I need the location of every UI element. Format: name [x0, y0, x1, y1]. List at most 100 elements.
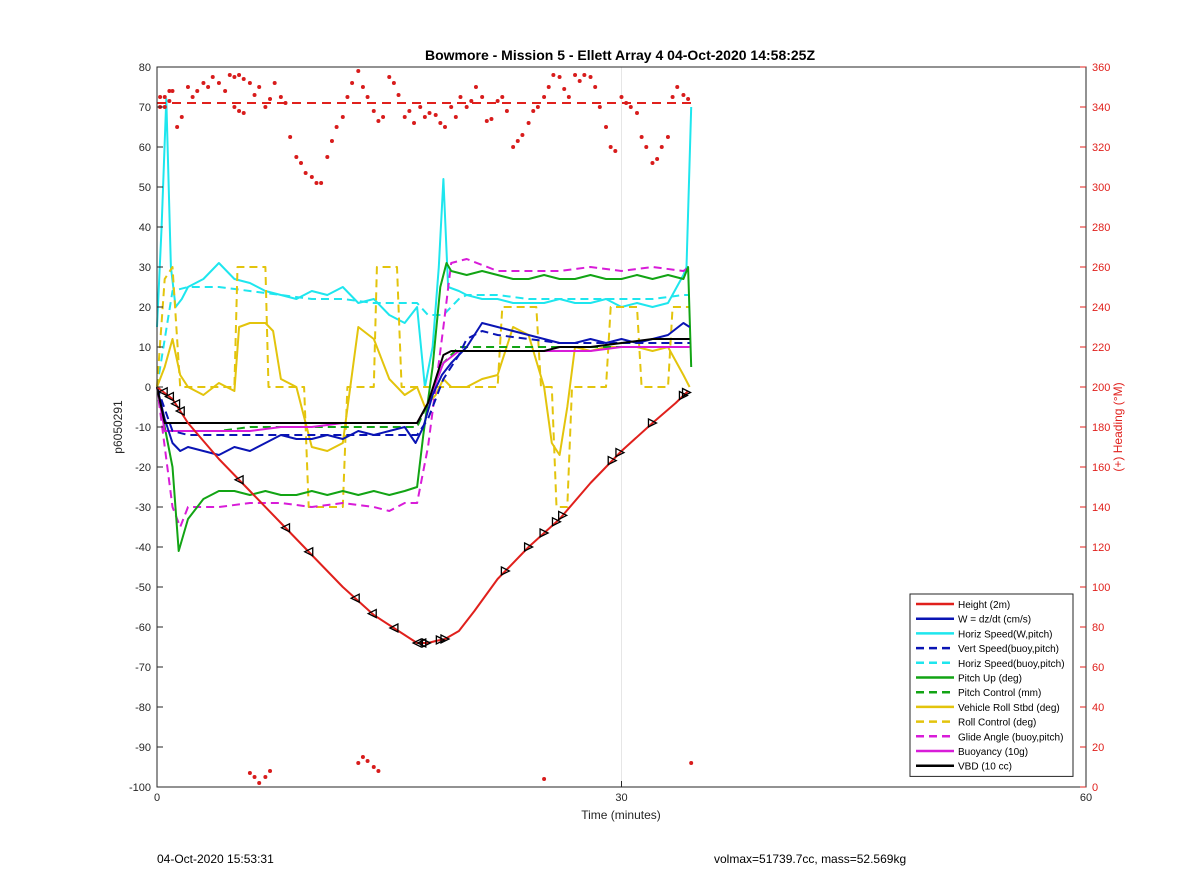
heading-point-79	[562, 87, 567, 91]
heading-point-119	[376, 769, 381, 773]
heading-point-109	[241, 111, 246, 115]
heading-point-92	[628, 105, 633, 109]
yr-tick-label-5: 100	[1092, 582, 1110, 594]
heading-point-7	[190, 95, 195, 99]
legend-label-11: VBD (10 cc)	[958, 762, 1012, 773]
heading-point-48	[402, 115, 407, 119]
heading-point-77	[551, 73, 556, 77]
y-tick-label-4: -60	[135, 622, 151, 634]
heading-point-38	[350, 81, 355, 85]
heading-point-67	[500, 95, 505, 99]
heading-point-110	[247, 771, 252, 775]
heading-point-100	[670, 95, 675, 99]
heading-point-58	[453, 115, 458, 119]
height-marker-5	[280, 522, 291, 533]
height-marker-17	[539, 527, 550, 539]
heading-point-12	[216, 81, 221, 85]
x-tick-label-2: 60	[1080, 792, 1092, 804]
heading-point-93	[634, 111, 639, 115]
heading-point-113	[263, 775, 268, 779]
yr-tick-label-3: 60	[1092, 662, 1104, 674]
heading-point-47	[396, 93, 401, 97]
heading-point-4	[175, 125, 180, 129]
heading-point-61	[469, 99, 474, 103]
heading-point-57	[449, 105, 454, 109]
heading-point-89	[613, 149, 618, 153]
yr-tick-label-8: 160	[1092, 462, 1110, 474]
heading-point-103	[686, 97, 691, 101]
heading-point-40	[360, 85, 365, 89]
y-tick-label-10: 0	[145, 382, 151, 394]
heading-point-96	[650, 161, 655, 165]
heading-point-13	[223, 89, 228, 93]
heading-point-99	[665, 135, 670, 139]
height-marker-3	[174, 405, 185, 417]
height-marker-24	[681, 387, 692, 398]
legend-label-3: Vert Speed(buoy,pitch)	[958, 644, 1059, 655]
y-tick-label-13: 30	[139, 262, 151, 274]
heading-point-82	[577, 79, 582, 83]
heading-point-111	[252, 775, 257, 779]
x-tick-label-1: 30	[615, 792, 627, 804]
heading-point-107	[232, 105, 237, 109]
heading-point-49	[407, 109, 412, 113]
heading-point-115	[356, 761, 361, 765]
heading-point-23	[272, 81, 277, 85]
heading-point-9	[201, 81, 206, 85]
yr-tick-label-2: 40	[1092, 702, 1104, 714]
heading-point-29	[303, 171, 308, 175]
height-marker-23	[678, 390, 689, 401]
heading-point-87	[604, 125, 609, 129]
legend-label-0: Height (2m)	[958, 600, 1010, 611]
heading-point-105	[162, 95, 167, 99]
heading-point-34	[329, 139, 334, 143]
yr-tick-label-15: 300	[1092, 182, 1110, 194]
y-axis-label: p6050291	[111, 400, 125, 454]
heading-point-5	[179, 115, 184, 119]
series-line-4	[156, 286, 690, 388]
y-tick-label-2: -80	[135, 702, 151, 714]
heading-point-80	[566, 95, 571, 99]
heading-point-88	[608, 145, 613, 149]
heading-point-121	[689, 761, 694, 765]
height-marker-15	[500, 565, 511, 577]
heading-point-62	[473, 85, 478, 89]
y-tick-label-14: 40	[139, 222, 151, 234]
yr-tick-label-12: 240	[1092, 302, 1110, 314]
yr-tick-label-14: 280	[1092, 222, 1110, 234]
heading-point-102	[681, 93, 686, 97]
legend-label-8: Roll Control (deg)	[958, 718, 1036, 729]
heading-point-65	[489, 117, 494, 121]
heading-point-68	[504, 109, 509, 113]
heading-point-63	[480, 95, 485, 99]
legend-label-6: Pitch Control (mm)	[958, 688, 1041, 699]
heading-point-52	[422, 115, 427, 119]
heading-point-73	[531, 109, 536, 113]
yr-tick-label-6: 120	[1092, 542, 1110, 554]
y-tick-label-16: 60	[139, 142, 151, 154]
heading-point-33	[325, 155, 330, 159]
height-marker-16	[523, 541, 535, 553]
heading-point-84	[588, 75, 593, 79]
heading-point-55	[438, 121, 443, 125]
heading-point-35	[334, 125, 339, 129]
heading-point-25	[283, 101, 288, 105]
heading-point-106	[167, 99, 172, 103]
heading-point-41	[365, 95, 370, 99]
heading-point-11	[210, 75, 215, 79]
heading-point-78	[557, 75, 562, 79]
height-marker-1	[163, 391, 175, 402]
height-marker-0	[157, 386, 168, 397]
legend-label-1: W = dz/dt (cm/s)	[958, 615, 1031, 626]
height-marker-2	[170, 398, 181, 409]
heading-point-60	[464, 105, 469, 109]
yr-tick-label-4: 80	[1092, 622, 1104, 634]
heading-point-114	[268, 769, 273, 773]
height-marker-14	[440, 633, 451, 645]
heading-point-3	[170, 89, 175, 93]
heading-point-36	[340, 115, 345, 119]
heading-point-37	[345, 95, 350, 99]
height-marker-7	[349, 593, 360, 604]
heading-point-22	[268, 97, 273, 101]
